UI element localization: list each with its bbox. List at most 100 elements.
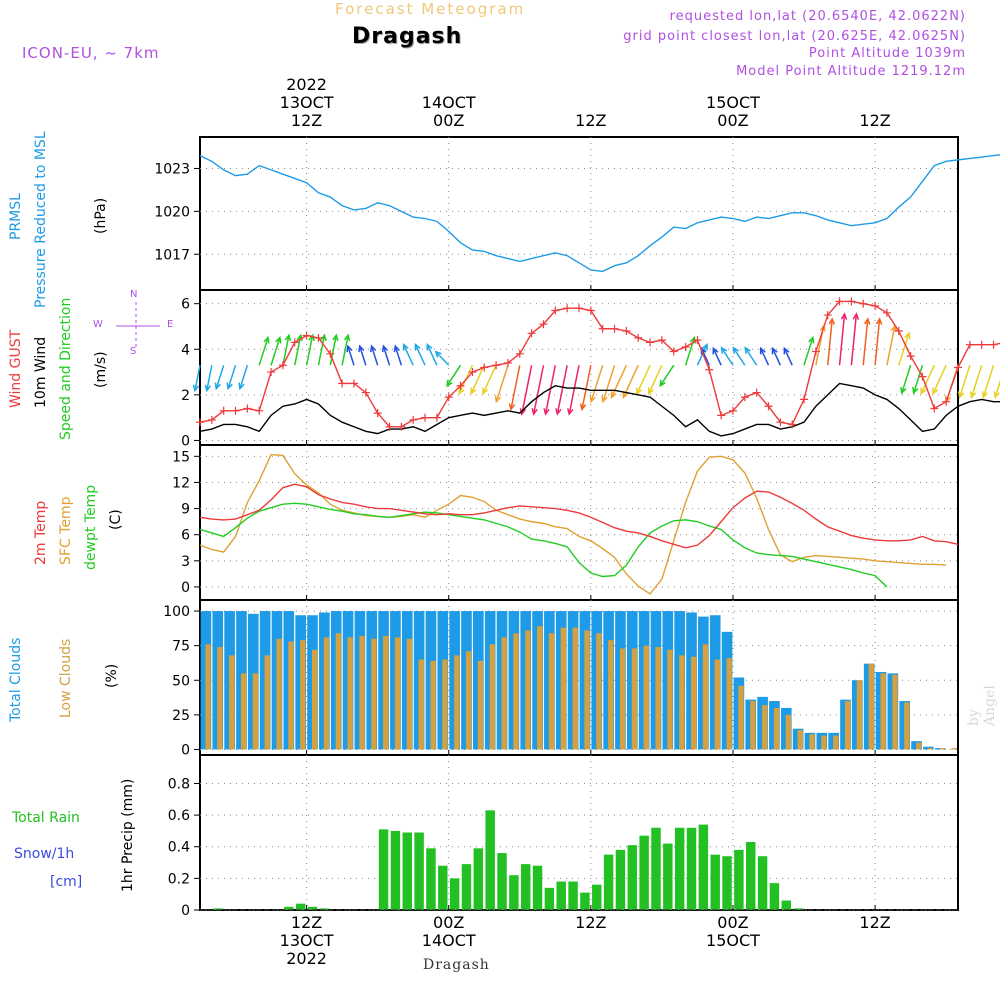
rain-bar bbox=[378, 829, 389, 910]
low-cloud-bar bbox=[217, 647, 223, 750]
time-label-top: 12Z bbox=[859, 111, 890, 130]
compass-n: N bbox=[130, 289, 138, 300]
low-cloud-bar bbox=[406, 638, 413, 750]
gust-marker bbox=[728, 406, 737, 415]
wind-arrow-head bbox=[904, 331, 911, 340]
rain-bar bbox=[734, 849, 744, 910]
gust-marker bbox=[196, 418, 204, 427]
wind-arrow bbox=[329, 335, 338, 366]
wind-arrow bbox=[700, 348, 710, 366]
wind-arrow-head bbox=[402, 342, 409, 351]
wind-arrow-head bbox=[647, 387, 654, 396]
wind-arrow-head bbox=[840, 312, 848, 320]
low-cloud-bar bbox=[240, 673, 247, 750]
wind-arrow-head bbox=[531, 408, 538, 416]
tick-label-precip: 0.8 bbox=[168, 776, 190, 792]
wind-arrow bbox=[317, 335, 326, 366]
gust-marker bbox=[421, 413, 430, 422]
model-point-altitude: Model Point Altitude 1219.12m bbox=[736, 64, 966, 79]
wind-arrow bbox=[958, 364, 971, 398]
wind-arrow bbox=[720, 347, 734, 366]
low-cloud-bar bbox=[690, 656, 697, 750]
rain-bar bbox=[674, 827, 685, 910]
tick-label-temp: 3 bbox=[181, 554, 190, 570]
gust-marker bbox=[326, 349, 335, 358]
wind-arrow bbox=[970, 364, 983, 398]
low-cloud-bar bbox=[359, 635, 365, 750]
low-cloud-bar bbox=[856, 680, 863, 750]
wind-arrow bbox=[414, 344, 426, 366]
gust-marker bbox=[788, 420, 797, 429]
wind-arrow-head bbox=[659, 379, 666, 388]
low-cloud-bar bbox=[323, 637, 330, 750]
gust-marker bbox=[989, 340, 998, 349]
sfc-temp-line bbox=[199, 453, 947, 595]
tick-label-wind: 2 bbox=[181, 388, 190, 404]
gust-marker bbox=[894, 327, 903, 336]
rain-bar bbox=[639, 835, 649, 910]
wind-arrow-head bbox=[446, 379, 453, 388]
rain-bar bbox=[509, 875, 519, 910]
gust-marker bbox=[551, 306, 560, 315]
gust-marker bbox=[657, 336, 666, 345]
wind-arrow bbox=[920, 364, 935, 394]
gust-marker bbox=[255, 406, 264, 415]
gust-marker bbox=[681, 342, 690, 351]
gust-marker bbox=[669, 347, 678, 356]
tick-label-clouds: 75 bbox=[172, 639, 190, 655]
wind-arrow-head bbox=[579, 403, 587, 412]
wind-arrow-head bbox=[566, 408, 574, 416]
rain-bar bbox=[746, 841, 756, 910]
low-cloud-bar bbox=[383, 635, 389, 750]
wind-gust-line bbox=[199, 300, 1000, 428]
low-cloud-bar bbox=[916, 742, 922, 750]
time-label-bottom: 00Z bbox=[717, 913, 748, 932]
wind-arrow bbox=[684, 337, 696, 366]
rain-bar bbox=[651, 827, 661, 910]
low-cloud-bar bbox=[560, 627, 567, 750]
gust-marker bbox=[977, 340, 986, 349]
wind-arrow bbox=[826, 318, 833, 366]
wind-arrow-head bbox=[712, 346, 719, 355]
wind-arrow-head bbox=[900, 386, 907, 395]
wind-arrow-head bbox=[543, 408, 550, 416]
wind-arrow bbox=[258, 337, 269, 366]
panel-frame-prmsl bbox=[199, 136, 959, 291]
gust-marker bbox=[290, 338, 299, 347]
wind-arrow-head bbox=[958, 391, 965, 399]
wind-arrow bbox=[510, 365, 521, 410]
wind-arrow bbox=[760, 348, 770, 366]
wind-arrow-head bbox=[284, 333, 292, 342]
rain-bar bbox=[686, 827, 697, 910]
wind-arrow bbox=[803, 337, 814, 366]
wind-arrow bbox=[435, 351, 450, 366]
wind-arrow-head bbox=[732, 346, 739, 354]
tick-label-clouds: 0 bbox=[181, 742, 190, 758]
wind-arrow-head bbox=[426, 342, 433, 351]
rain-bar bbox=[722, 856, 732, 910]
wind-10m-line bbox=[199, 382, 1000, 437]
low-cloud-bar bbox=[655, 647, 661, 750]
wind-arrow-head bbox=[346, 344, 353, 353]
wind-arrow-head bbox=[519, 408, 527, 416]
low-cloud-bar bbox=[311, 649, 318, 750]
wind-arrow bbox=[581, 365, 592, 410]
low-cloud-bar bbox=[584, 630, 590, 750]
low-cloud-bar bbox=[667, 649, 673, 750]
time-label-bottom: 12Z bbox=[575, 913, 606, 932]
panel-frame-temp bbox=[199, 444, 959, 601]
low-cloud-bar bbox=[264, 655, 270, 750]
low-cloud-bar bbox=[371, 638, 377, 750]
wind-arrow-head bbox=[993, 391, 1000, 399]
low-cloud-bar bbox=[465, 651, 472, 750]
wind-arrow bbox=[610, 364, 628, 398]
gust-marker bbox=[349, 379, 358, 388]
compass-w: W bbox=[93, 319, 103, 330]
wind-arrow-head bbox=[759, 346, 766, 355]
wind-arrow-head bbox=[470, 387, 477, 396]
gust-marker bbox=[965, 340, 974, 349]
wind-arrow bbox=[932, 364, 947, 394]
gust-marker bbox=[811, 347, 820, 356]
rain-bar bbox=[402, 832, 412, 910]
wind-arrow bbox=[982, 364, 995, 398]
